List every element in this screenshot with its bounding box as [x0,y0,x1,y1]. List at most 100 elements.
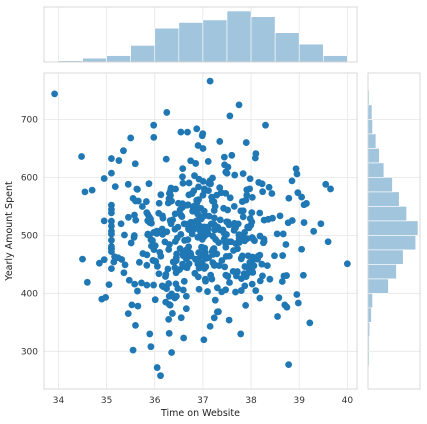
right-histogram-bar [367,177,393,193]
top-histogram-bar [274,32,300,63]
scatter-point [225,221,233,229]
scatter-point [171,264,179,272]
scatter-point [157,372,164,380]
right-histogram-bars [367,75,419,381]
scatter-point [185,179,193,187]
scatter-point [204,230,212,238]
right-marginal-histogram [367,72,421,390]
scatter-point [182,305,190,313]
right-histogram-bar [367,249,404,265]
scatter-point [143,281,151,289]
scatter-point [206,322,214,330]
scatter-point [225,316,233,324]
x-tick-labels: 34 35 36 37 38 39 40 [53,396,354,406]
scatter-point [117,220,125,228]
scatter-point [173,234,181,242]
scatter-point [288,177,296,185]
top-histogram-bar [250,16,276,63]
scatter-point [237,255,245,263]
scatter-point [222,286,230,294]
scatter-point [204,225,212,233]
scatter-point [248,209,256,217]
scatter-point [171,210,179,218]
scatter-point [164,265,172,273]
scatter-point [179,179,187,187]
scatter-point [188,190,196,197]
scatter-point [300,201,308,209]
scatter-point [168,349,176,356]
x-tick-label: 36 [149,396,161,406]
scatter-point [298,245,306,253]
scatter-point [120,147,127,155]
scatter-point [306,319,314,327]
scatter-point [108,236,115,244]
scatter-point [155,199,163,207]
scatter-point [177,128,185,136]
right-histogram-bar [367,133,377,149]
scatter-point [268,190,276,197]
x-tick-label: 34 [53,396,65,406]
scatter-point [129,346,137,354]
scatter-point [151,242,159,250]
scatter-point [177,314,185,322]
scatter-point [222,189,230,197]
scatter-point [108,155,115,162]
scatter-point [251,154,259,162]
scatter-point [194,142,202,149]
scatter-point [145,180,153,188]
scatter-point [115,157,123,164]
scatter-point [210,314,218,322]
top-histogram-bar [130,45,156,63]
top-histogram-bar [178,22,204,63]
scatter-point [215,308,222,316]
scatter-point [202,277,209,285]
scatter-point [193,125,201,133]
scatter-point [242,139,250,146]
scatter-point [213,191,221,199]
scatter-point [108,222,115,230]
scatter-point [248,193,256,201]
scatter-point [239,213,247,221]
scatter-point [278,278,286,285]
scatter-point [343,260,351,268]
scatter-point [226,194,234,202]
scatter-point [195,183,202,191]
scatter-point [147,343,155,351]
scatter-point [184,201,192,209]
scatter-point [195,285,203,293]
scatter-point [124,180,132,188]
main-scatter-plot: 34 35 36 37 38 39 40 300 400 500 600 700 [21,72,358,406]
scatter-point [159,230,167,238]
y-axis-label: Yearly Amount Spent [4,181,15,282]
scatter-point [102,293,110,301]
scatter-point [285,361,293,369]
scatter-point [108,209,115,217]
scatter-point [216,138,224,145]
top-histogram-bar [82,57,107,63]
scatter-point [125,276,133,284]
scatter-point [235,101,243,109]
scatter-point [168,197,175,205]
scatter-point [138,279,145,287]
scatter-point [283,303,291,311]
scatter-point [324,238,332,246]
scatter-point [235,235,243,243]
scatter-point [230,203,238,210]
scatter-point [179,173,186,181]
scatter-point [172,257,180,264]
scatter-point [180,334,188,342]
scatter-point [191,172,198,180]
scatter-point [223,169,231,177]
scatter-point [206,77,214,85]
scatter-point [241,282,249,290]
scatter-point [173,250,181,258]
scatter-point [187,157,195,165]
scatter-point [221,263,229,271]
scatter-point [138,203,146,210]
scatter-point [144,230,152,238]
right-histogram-bar [367,191,400,207]
scatter-point [136,258,143,266]
x-tick-label: 37 [197,396,208,406]
y-tick-labels: 300 400 500 600 700 [21,115,38,357]
